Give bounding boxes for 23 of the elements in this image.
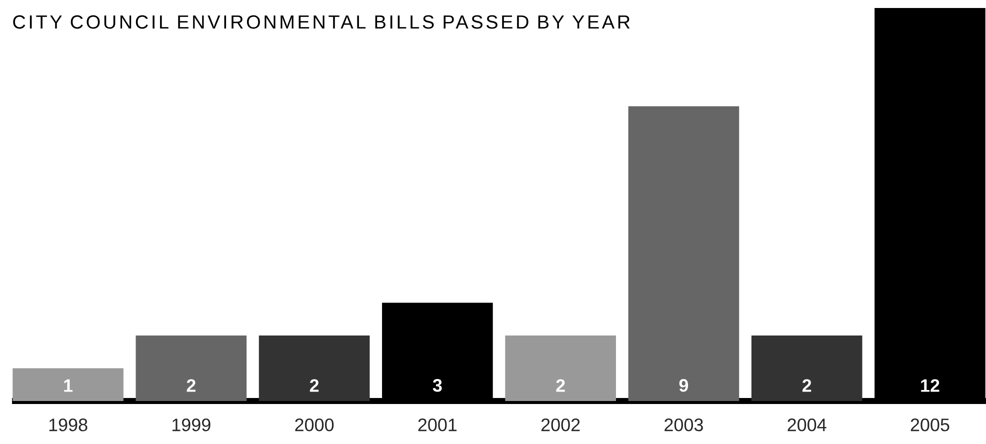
data-label: 1 bbox=[64, 379, 73, 392]
bar bbox=[258, 335, 370, 401]
bar bbox=[628, 106, 740, 401]
data-label: 12 bbox=[921, 379, 940, 392]
data-label: 9 bbox=[679, 379, 688, 392]
x-tick-label: 2004 bbox=[788, 418, 826, 432]
x-tick-label: 2005 bbox=[910, 418, 950, 432]
data-label: 2 bbox=[556, 379, 565, 392]
bar bbox=[136, 335, 247, 401]
data-label: 2 bbox=[310, 379, 319, 392]
x-tick-label: 1998 bbox=[49, 418, 88, 432]
bar bbox=[12, 368, 124, 401]
x-tick-label: 1999 bbox=[172, 418, 210, 432]
x-tick-label: 2002 bbox=[541, 418, 580, 432]
chart-title: CITY COUNCIL ENVIRONMENTAL BILLS PASSED BY YEAR bbox=[13, 15, 630, 29]
data-label: 2 bbox=[186, 379, 196, 392]
x-tick-label: 2001 bbox=[418, 418, 457, 432]
x-tick-label: 2000 bbox=[295, 418, 334, 432]
x-tick-label: 2003 bbox=[664, 418, 703, 432]
bar bbox=[751, 335, 862, 401]
data-label: 3 bbox=[432, 379, 442, 392]
data-label: 2 bbox=[802, 379, 812, 392]
bar bbox=[505, 335, 616, 401]
